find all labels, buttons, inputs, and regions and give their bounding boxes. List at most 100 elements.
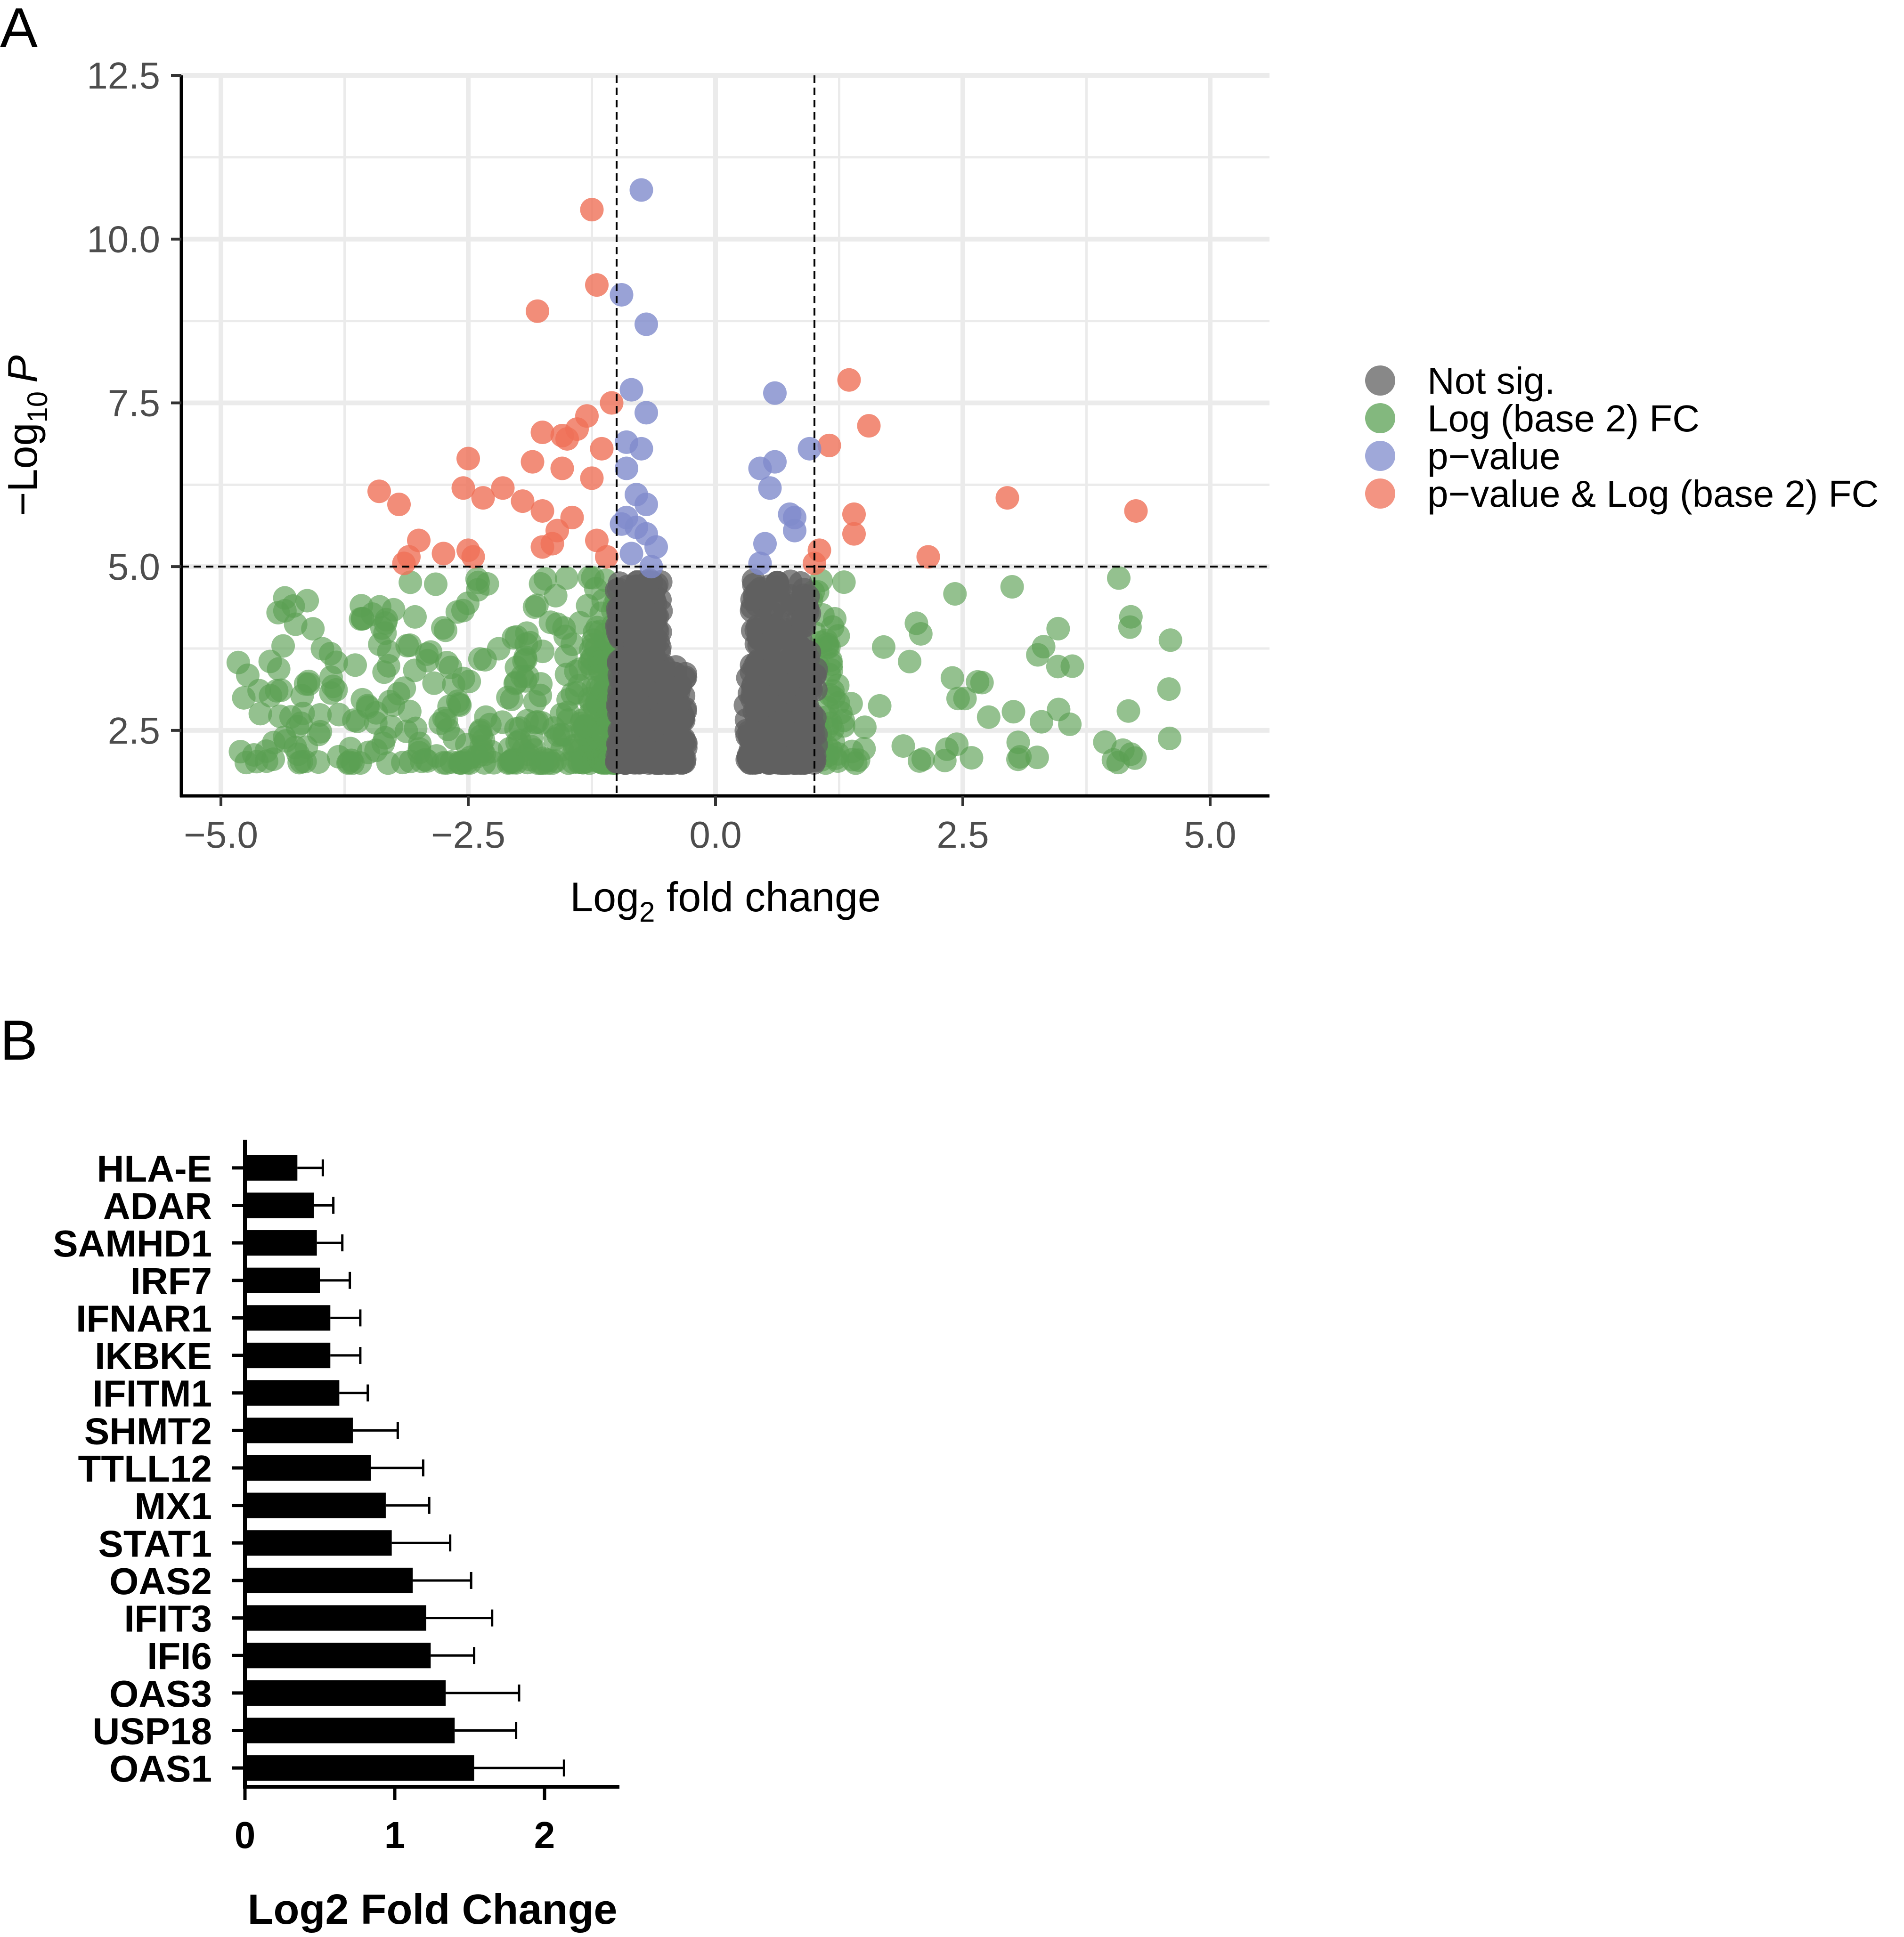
y-tick-label: 10.0 xyxy=(87,219,160,260)
not-sig-point xyxy=(672,750,696,774)
fc-only-point xyxy=(398,633,422,657)
data-point xyxy=(797,437,822,461)
fc-only-point xyxy=(898,649,922,673)
data-point xyxy=(580,198,604,222)
not-sig-point xyxy=(648,740,672,764)
volcano-plot: A −5.0 −2.5 0.0 2.5 5.0 2.5 5.0 7.5 10.0 12.5 Log… xyxy=(0,0,1879,928)
fc-only-point xyxy=(933,748,957,772)
fc-only-point xyxy=(293,672,317,696)
not-sig-point xyxy=(779,653,803,677)
fc-only-point xyxy=(565,681,589,705)
data-point xyxy=(530,535,554,559)
bar xyxy=(245,1718,455,1743)
data-point xyxy=(590,437,614,461)
fc-only-point xyxy=(826,691,850,715)
fc-only-point xyxy=(911,747,935,771)
fc-only-point xyxy=(1046,616,1070,640)
x-tick-label: −5.0 xyxy=(184,814,258,856)
x-tick-label: 1 xyxy=(384,1814,406,1856)
not-sig-point xyxy=(753,731,777,755)
x-axis-label-sub: 2 xyxy=(639,896,655,928)
fc-only-point xyxy=(307,750,331,774)
fc-only-point xyxy=(399,570,423,594)
fc-only-point xyxy=(364,738,388,762)
bar xyxy=(245,1230,317,1256)
gene-label: ADAR xyxy=(103,1185,212,1227)
fc-only-point xyxy=(242,743,266,767)
not-sig-point xyxy=(672,708,696,732)
gene-label: OAS3 xyxy=(109,1673,212,1715)
fc-only-point xyxy=(853,715,877,739)
data-point xyxy=(526,299,549,323)
x-tick-label: 5.0 xyxy=(1184,814,1236,856)
gene-label: IKBKE xyxy=(95,1335,212,1377)
not-sig-point xyxy=(753,587,777,611)
gene-label: HLA-E xyxy=(97,1148,212,1190)
fc-only-point xyxy=(504,625,529,649)
gene-label: TTLL12 xyxy=(78,1448,212,1490)
fc-only-point xyxy=(468,720,492,744)
data-point xyxy=(803,551,826,575)
x-tick-label: 0 xyxy=(235,1814,256,1856)
not-sig-point xyxy=(804,657,828,681)
y-axis-label: −Log10 P xyxy=(0,355,53,516)
fc-only-point xyxy=(431,616,455,640)
fc-only-point xyxy=(247,679,271,703)
legend-label: Log (base 2) FC xyxy=(1427,397,1700,439)
fc-only-point xyxy=(468,647,492,671)
panel-a-label: A xyxy=(0,0,38,59)
data-point xyxy=(392,551,416,575)
legend-key xyxy=(1365,365,1395,396)
not-sig-point xyxy=(610,705,635,729)
not-sig-point xyxy=(761,617,785,641)
fc-only-point xyxy=(435,651,459,675)
not-sig-point xyxy=(793,639,817,663)
not-sig-point xyxy=(769,672,793,696)
bar xyxy=(245,1155,298,1181)
fc-only-point xyxy=(343,653,367,677)
bar xyxy=(245,1305,331,1331)
fc-only-point xyxy=(1000,575,1024,599)
fc-only-point xyxy=(398,699,422,723)
fc-only-points xyxy=(226,566,1182,775)
fc-only-point xyxy=(943,582,967,606)
fc-only-point xyxy=(522,595,546,619)
data-point xyxy=(530,499,554,523)
fc-only-point xyxy=(504,717,528,741)
fc-only-point xyxy=(832,570,856,594)
fc-only-point xyxy=(538,610,562,634)
data-point xyxy=(471,486,495,510)
fold-change-bar-chart: B HLA-EADARSAMHD1IRF7IFNAR1IKBKEIFITM1SH… xyxy=(0,1009,619,1933)
data-point xyxy=(842,502,866,526)
not-sig-point xyxy=(624,574,648,598)
fc-only-point xyxy=(226,650,250,674)
bar xyxy=(245,1267,320,1293)
fc-only-point xyxy=(585,692,609,716)
fc-only-point xyxy=(1001,700,1025,724)
not-sig-point xyxy=(747,633,771,657)
threshold-lines xyxy=(181,75,1269,796)
data-point xyxy=(629,437,653,461)
data-point xyxy=(387,493,411,517)
fc-only-point xyxy=(380,715,404,739)
fc-only-point xyxy=(533,567,557,591)
fc-only-point xyxy=(307,722,331,746)
fc-only-point xyxy=(556,751,580,775)
bar xyxy=(245,1680,446,1706)
data-point xyxy=(530,421,554,445)
data-point xyxy=(842,522,866,546)
fc-only-point xyxy=(451,599,475,623)
data-point xyxy=(635,312,658,336)
fc-only-point xyxy=(348,751,372,775)
fc-only-point xyxy=(504,656,529,680)
fc-only-point xyxy=(1006,747,1030,771)
data-point xyxy=(511,489,535,513)
y-tick-label: 7.5 xyxy=(108,382,160,424)
gene-label: IRF7 xyxy=(130,1260,212,1302)
data-point xyxy=(456,446,480,470)
data-point xyxy=(995,486,1019,510)
data-point xyxy=(1124,499,1148,523)
fc-only-point xyxy=(584,576,608,600)
data-point xyxy=(451,476,475,500)
